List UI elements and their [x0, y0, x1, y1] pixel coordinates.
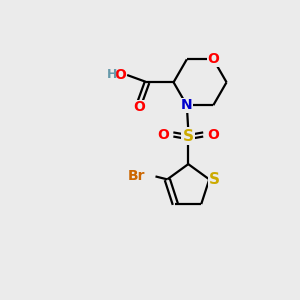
Text: N: N	[181, 98, 193, 112]
Text: S: S	[209, 172, 220, 187]
Text: H: H	[106, 68, 117, 81]
Text: O: O	[207, 52, 219, 66]
Text: Br: Br	[128, 169, 145, 183]
Text: S: S	[183, 129, 194, 144]
Text: O: O	[207, 128, 219, 142]
Text: O: O	[157, 128, 169, 142]
Text: O: O	[134, 100, 146, 114]
Text: O: O	[114, 68, 126, 82]
